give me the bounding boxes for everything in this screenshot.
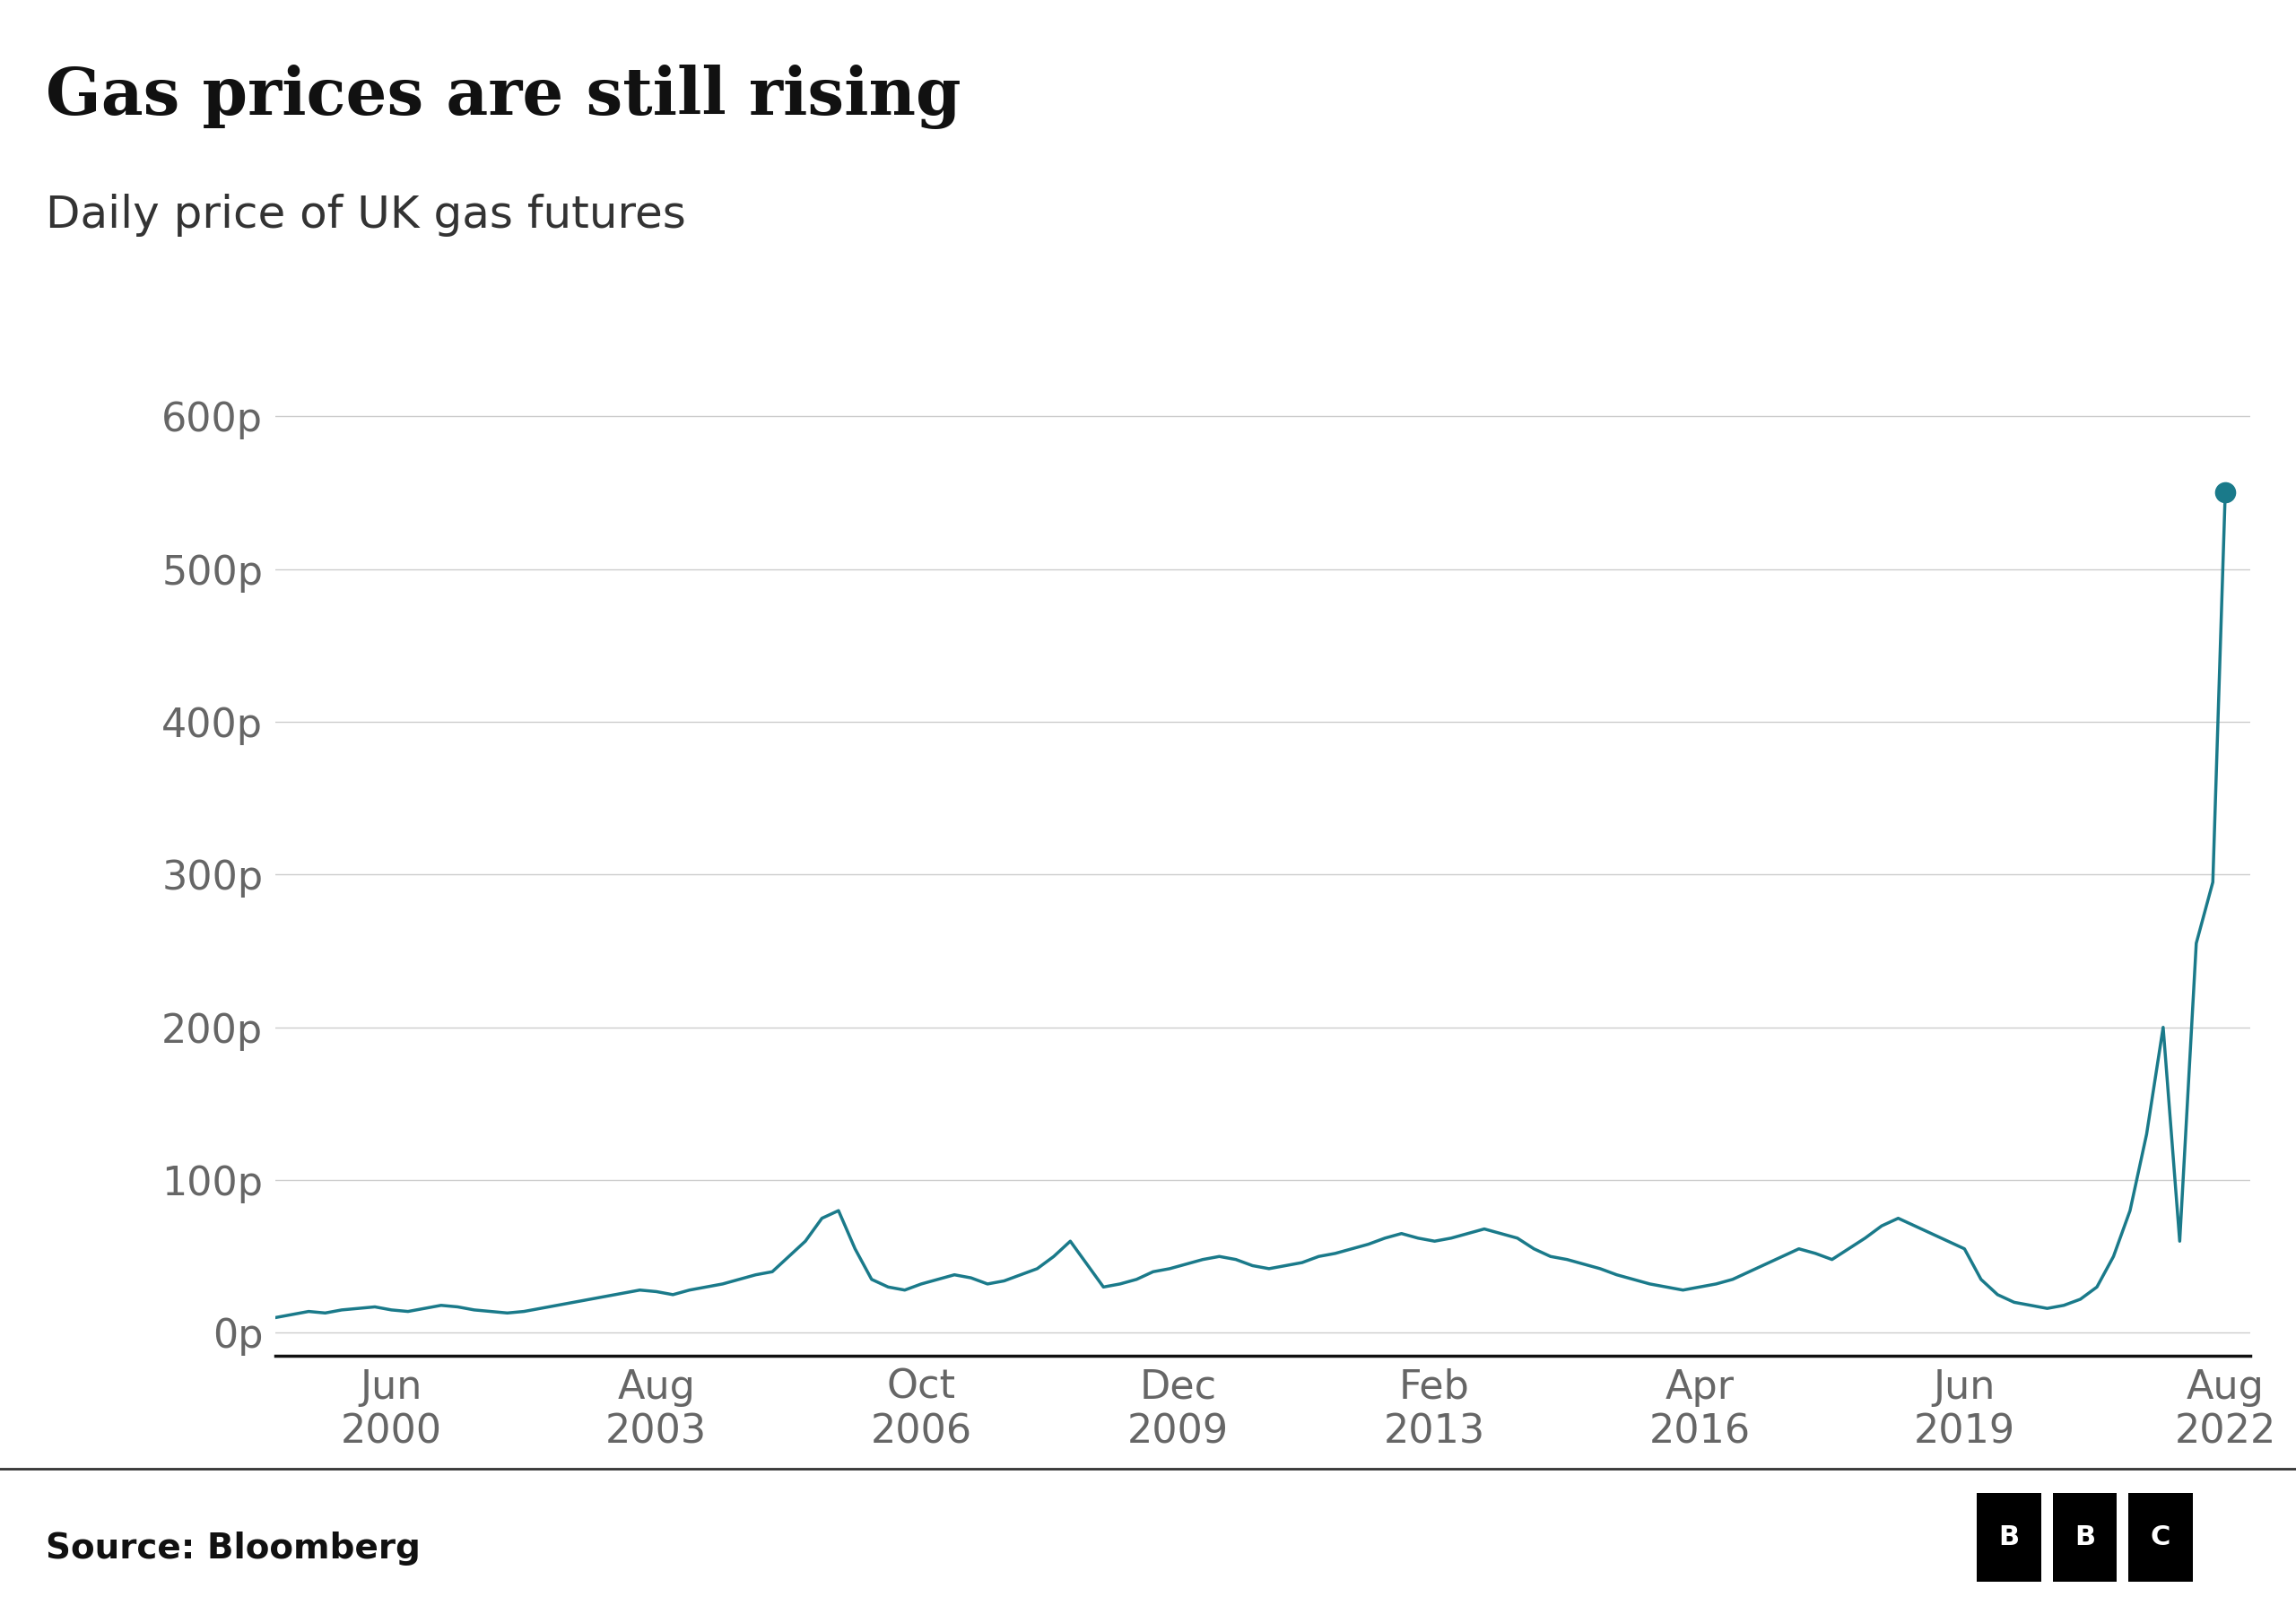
Text: Daily price of UK gas futures: Daily price of UK gas futures	[46, 194, 687, 237]
Text: B: B	[1998, 1524, 2020, 1551]
Text: Gas prices are still rising: Gas prices are still rising	[46, 65, 962, 129]
Text: B: B	[2073, 1524, 2096, 1551]
Text: C: C	[2151, 1524, 2170, 1551]
Text: Source: Bloomberg: Source: Bloomberg	[46, 1532, 420, 1566]
